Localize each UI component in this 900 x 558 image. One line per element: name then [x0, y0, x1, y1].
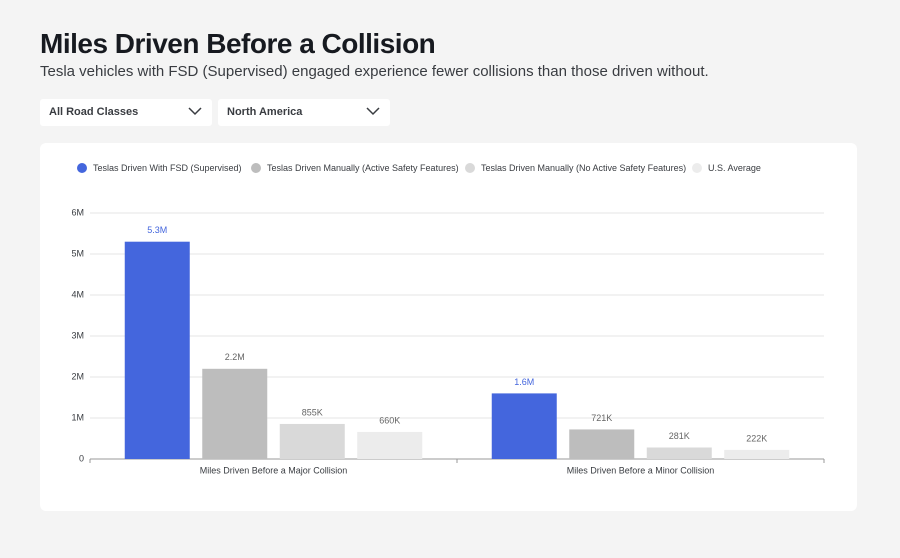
bar: [491, 393, 557, 459]
bar: [724, 449, 790, 459]
x-tick-label: Miles Driven Before a Major Collision: [200, 465, 348, 475]
bar: [646, 447, 712, 459]
value-label: 1.6M: [514, 377, 534, 387]
dropdown-label: North America: [227, 106, 303, 118]
legend-dot: [251, 163, 261, 173]
legend-dot: [77, 163, 87, 173]
chevron: [366, 107, 380, 116]
legend-dot: [465, 163, 475, 173]
y-tick-label: 3M: [71, 330, 84, 340]
road-class-dropdown[interactable]: All Road Classes: [40, 99, 212, 126]
bar: [569, 429, 635, 459]
bar: [279, 423, 345, 459]
y-tick-label: 2M: [71, 371, 84, 381]
value-label: 721K: [591, 413, 612, 423]
y-tick-label: 5M: [71, 248, 84, 258]
page-title: Miles Driven Before a Collision: [40, 28, 436, 59]
y-tick-label: 4M: [71, 289, 84, 299]
value-label: 5.3M: [147, 225, 167, 235]
chart: Teslas Driven With FSD (Supervised) Tesla…: [71, 163, 825, 475]
chevron: [188, 107, 202, 116]
x-tick-label: Miles Driven Before a Minor Collision: [567, 465, 715, 475]
region-dropdown[interactable]: North America: [218, 99, 390, 126]
legend-label: U.S. Average: [708, 163, 761, 173]
legend-label: Teslas Driven With FSD (Supervised): [93, 163, 242, 173]
y-tick-label: 6M: [71, 207, 84, 217]
value-label: 222K: [746, 433, 767, 443]
y-tick-label: 0: [79, 453, 84, 463]
legend-label: Teslas Driven Manually (No Active Safety…: [481, 163, 686, 173]
value-label: 281K: [669, 431, 690, 441]
bar: [357, 431, 423, 459]
y-tick-label: 1M: [71, 412, 84, 422]
page-subtitle: Tesla vehicles with FSD (Supervised) eng…: [40, 63, 709, 80]
value-label: 660K: [379, 415, 400, 425]
chart-card: Teslas Driven With FSD (Supervised) Tesla…: [40, 143, 857, 511]
legend-dot: [692, 163, 702, 173]
value-label: 2.2M: [225, 352, 245, 362]
bar: [124, 241, 190, 459]
dropdown-label: All Road Classes: [49, 106, 139, 118]
legend-label: Teslas Driven Manually (Active Safety Fe…: [267, 163, 459, 173]
bar: [202, 368, 268, 459]
value-label: 855K: [302, 407, 323, 417]
